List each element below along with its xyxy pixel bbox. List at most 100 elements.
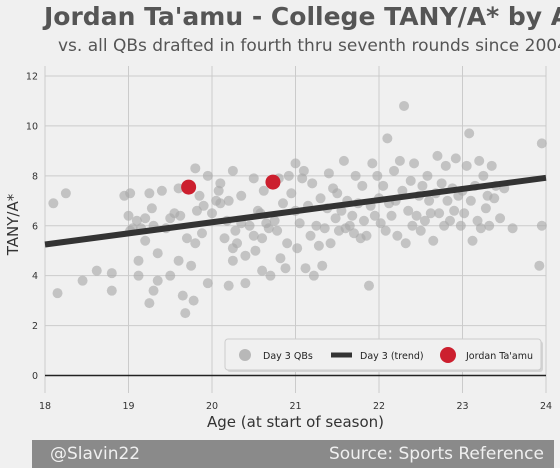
scatter-point bbox=[461, 160, 472, 171]
scatter-point bbox=[77, 275, 88, 286]
scatter-point bbox=[140, 235, 151, 246]
scatter-point bbox=[60, 188, 71, 199]
scatter-point bbox=[536, 138, 547, 149]
scatter-point bbox=[319, 223, 330, 234]
y-tick-label: 6 bbox=[32, 221, 38, 232]
scatter-point bbox=[313, 240, 324, 251]
scatter-point bbox=[257, 265, 268, 276]
scatter-point bbox=[507, 223, 518, 234]
scatter-point bbox=[472, 215, 483, 226]
scatter-point bbox=[280, 263, 291, 274]
scatter-point bbox=[407, 220, 418, 231]
scatter-point bbox=[240, 278, 251, 289]
scatter-point bbox=[198, 200, 209, 211]
scatter-point bbox=[399, 100, 410, 111]
scatter-point bbox=[347, 210, 358, 221]
scatter-point bbox=[300, 263, 311, 274]
scatter-point bbox=[269, 215, 280, 226]
trend-line bbox=[44, 174, 547, 248]
legend-box bbox=[224, 338, 542, 371]
scatter-point bbox=[202, 278, 213, 289]
scatter-point bbox=[474, 155, 485, 166]
y-tick-label: 2 bbox=[32, 321, 38, 332]
scatter-point bbox=[484, 220, 495, 231]
x-tick-label: 23 bbox=[456, 401, 468, 412]
scatter-point bbox=[332, 188, 343, 199]
scatter-point bbox=[323, 168, 334, 179]
y-tick-label: 10 bbox=[26, 121, 38, 132]
x-tick-label: 24 bbox=[540, 401, 552, 412]
scatter-point bbox=[367, 158, 378, 169]
scatter-point bbox=[227, 165, 238, 176]
chart-title: Jordan Ta'amu - College TANY/A* by Age bbox=[44, 2, 560, 31]
scatter-point bbox=[236, 190, 247, 201]
scatter-point bbox=[186, 260, 197, 271]
scatter-point bbox=[297, 173, 308, 184]
scatter-point bbox=[258, 185, 269, 196]
scatter-point bbox=[152, 275, 163, 286]
footer-handle: @Slavin22 bbox=[50, 444, 141, 464]
scatter-point bbox=[177, 290, 188, 301]
scatter-point bbox=[465, 195, 476, 206]
scatter-point bbox=[223, 280, 234, 291]
scatter-point bbox=[307, 178, 318, 189]
chart-subtitle: vs. all QBs drafted in fourth thru seven… bbox=[58, 36, 560, 56]
scatter-point bbox=[419, 215, 430, 226]
y-axis-label: TANY/A* bbox=[4, 193, 22, 256]
scatter-point bbox=[248, 173, 259, 184]
scatter-point bbox=[394, 155, 405, 166]
scatter-point bbox=[308, 270, 319, 281]
scatter-point bbox=[432, 150, 443, 161]
scatter-point bbox=[386, 210, 397, 221]
scatter-point bbox=[140, 213, 151, 224]
scatter-point bbox=[173, 255, 184, 266]
scatter-point bbox=[338, 155, 349, 166]
scatter-point bbox=[272, 225, 283, 236]
y-tick-label: 8 bbox=[32, 171, 38, 182]
scatter-point bbox=[317, 260, 328, 271]
scatter-point bbox=[240, 250, 251, 261]
scatter-point bbox=[428, 235, 439, 246]
y-tick-label: 0 bbox=[32, 371, 38, 382]
scatter-point bbox=[175, 210, 186, 221]
scatter-point bbox=[415, 225, 426, 236]
scatter-point bbox=[434, 208, 445, 219]
jordan-taamu-point bbox=[265, 174, 281, 190]
scatter-point bbox=[207, 208, 217, 219]
scatter-point bbox=[325, 238, 336, 249]
scatter-point bbox=[330, 213, 341, 224]
scatter-point bbox=[275, 253, 286, 264]
scatter-point bbox=[213, 185, 224, 196]
footer-source: Source: Sports Reference bbox=[328, 444, 544, 464]
scatter-point bbox=[156, 185, 167, 196]
scatter-point bbox=[190, 238, 201, 249]
scatter-point bbox=[265, 270, 276, 281]
scatter-point bbox=[489, 193, 500, 204]
scatter-point bbox=[165, 270, 176, 281]
scatter-point bbox=[361, 230, 372, 241]
scatter-point bbox=[223, 195, 234, 206]
scatter-point bbox=[311, 220, 322, 231]
scatter-point bbox=[344, 220, 355, 231]
scatter-point bbox=[436, 178, 447, 189]
scatter-point bbox=[455, 220, 466, 231]
scatter-point bbox=[422, 170, 433, 181]
scatter-point bbox=[282, 238, 293, 249]
scatter-point bbox=[475, 223, 486, 234]
scatter-point bbox=[250, 245, 261, 256]
scatter-point bbox=[405, 175, 416, 186]
scatter-point bbox=[277, 198, 288, 209]
scatter-point bbox=[283, 170, 294, 181]
scatter-point bbox=[131, 215, 142, 226]
scatter-point bbox=[409, 158, 420, 169]
scatter-point bbox=[464, 128, 475, 139]
legend-label-jordan: Jordan Ta'amu bbox=[465, 351, 533, 362]
scatter-point bbox=[392, 230, 403, 241]
scatter-point bbox=[294, 218, 305, 229]
scatter-point bbox=[133, 255, 144, 266]
scatter-point bbox=[180, 308, 191, 319]
scatter-point bbox=[389, 165, 400, 176]
scatter-point bbox=[244, 220, 255, 231]
scatter-point bbox=[144, 298, 155, 309]
